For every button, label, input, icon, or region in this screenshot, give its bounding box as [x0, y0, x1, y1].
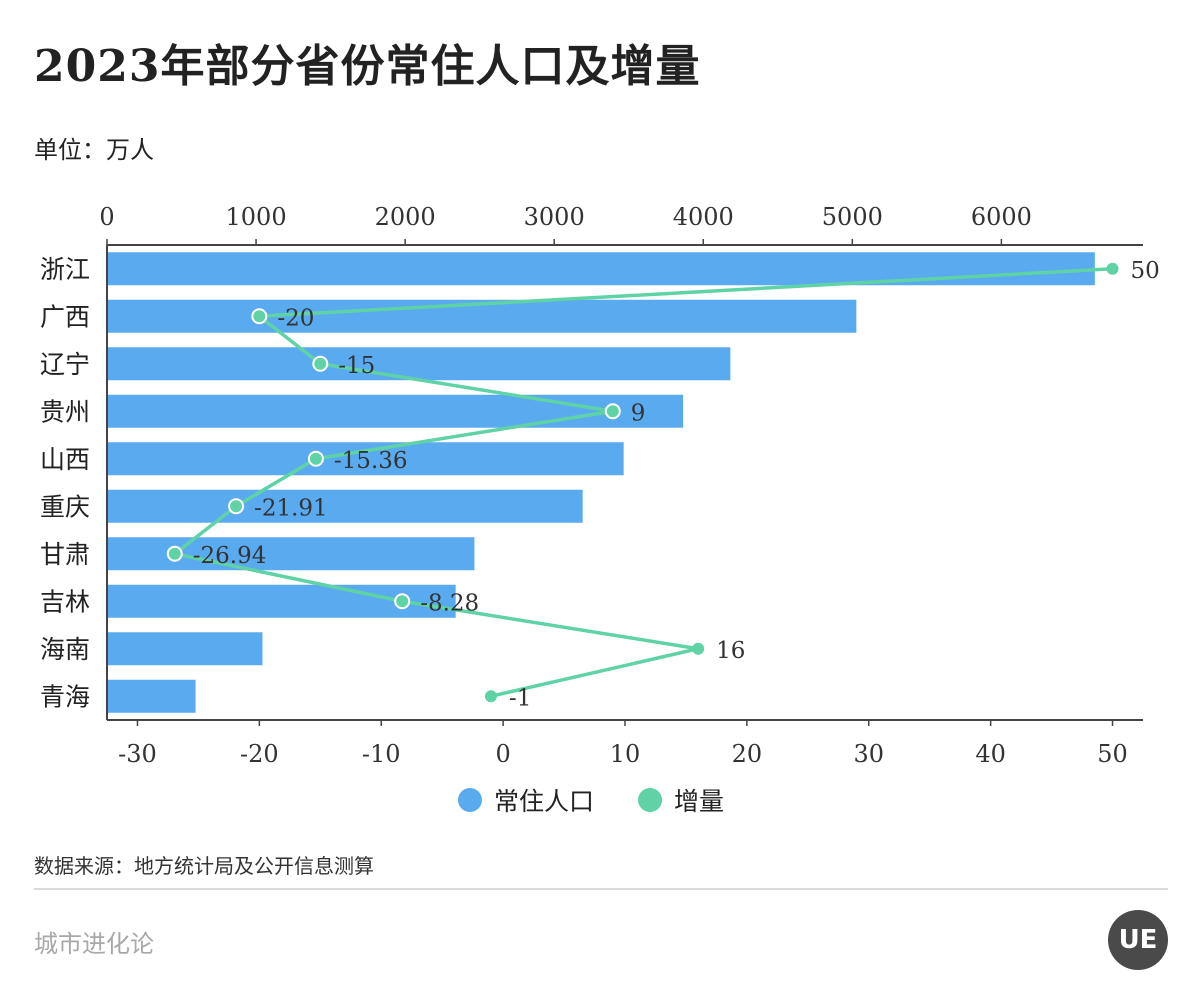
increment-point	[484, 690, 497, 703]
increment-point	[307, 450, 324, 467]
category-label: 广西	[40, 302, 90, 331]
category-label: 重庆	[40, 492, 90, 521]
top-tick-label: 4000	[673, 203, 734, 231]
bottom-tick-label: 0	[495, 740, 510, 768]
legend-item-line[interactable]: 增量	[638, 782, 724, 818]
legend-bar-swatch	[458, 788, 482, 812]
category-label: 浙江	[40, 255, 90, 284]
category-label: 海南	[40, 635, 90, 664]
increment-point	[228, 498, 245, 515]
chart-title: 2023年部分省份常住人口及增量	[34, 41, 701, 92]
bar-辽宁	[108, 347, 731, 381]
bar-青海	[108, 679, 196, 713]
bottom-tick-label: 30	[853, 740, 884, 768]
increment-line	[173, 267, 1113, 698]
bottom-tick-label: -20	[240, 740, 279, 768]
increment-value-label: -15.36	[334, 448, 408, 474]
increment-point	[604, 403, 621, 420]
increment-value-label: -21.91	[254, 495, 328, 521]
increment-value-label: -8.28	[420, 590, 479, 616]
increment-value-label: -26.94	[193, 543, 267, 569]
bar-浙江	[108, 252, 1095, 286]
unit-label: 单位：万人	[34, 136, 154, 164]
category-label: 甘肃	[40, 540, 90, 569]
increment-point	[312, 355, 329, 372]
bottom-tick-label: 10	[610, 740, 641, 768]
increment-value-label: 50	[1131, 258, 1160, 284]
increment-value-label: -15	[338, 353, 375, 379]
legend: 常住人口 增量	[458, 782, 724, 818]
legend-item-bar[interactable]: 常住人口	[458, 782, 594, 818]
increment-point	[251, 308, 268, 325]
bottom-tick-label: -30	[118, 740, 157, 768]
top-tick-label: 3000	[524, 203, 585, 231]
brand-name: 城市进化论	[34, 930, 154, 958]
bar-山西	[108, 442, 624, 476]
increment-value-label: -1	[509, 685, 531, 711]
increment-value-label: 16	[716, 638, 745, 664]
top-tick-label: 1000	[226, 203, 287, 231]
increment-point	[394, 593, 411, 610]
bottom-tick-label: 20	[732, 740, 763, 768]
bottom-tick-label: 50	[1097, 740, 1128, 768]
increment-point	[1106, 262, 1119, 275]
legend-line-label: 增量	[674, 787, 725, 816]
footer-divider	[34, 888, 1168, 890]
legend-bar-label: 常住人口	[494, 787, 595, 816]
increment-point	[692, 642, 705, 655]
category-label: 辽宁	[40, 350, 90, 379]
bottom-tick-label: -10	[362, 740, 401, 768]
category-label: 青海	[40, 682, 90, 711]
brand-logo: UE	[1108, 910, 1168, 970]
increment-point	[166, 545, 183, 562]
category-label: 贵州	[40, 397, 90, 426]
top-tick-label: 6000	[971, 203, 1032, 231]
category-label: 山西	[40, 445, 90, 474]
bar-海南	[108, 632, 263, 666]
category-label: 吉林	[40, 587, 90, 616]
source-note: 数据来源：地方统计局及公开信息测算	[34, 854, 374, 878]
bottom-tick-label: 40	[975, 740, 1006, 768]
bar-甘肃	[108, 537, 475, 571]
top-tick-label: 2000	[375, 203, 436, 231]
bar-重庆	[108, 489, 583, 523]
legend-line-swatch	[638, 788, 663, 812]
increment-value-label: -20	[277, 305, 314, 331]
top-tick-label: 5000	[822, 203, 883, 231]
top-tick-label: 0	[99, 203, 114, 231]
increment-value-label: 9	[631, 400, 646, 426]
bar-贵州	[108, 394, 684, 428]
